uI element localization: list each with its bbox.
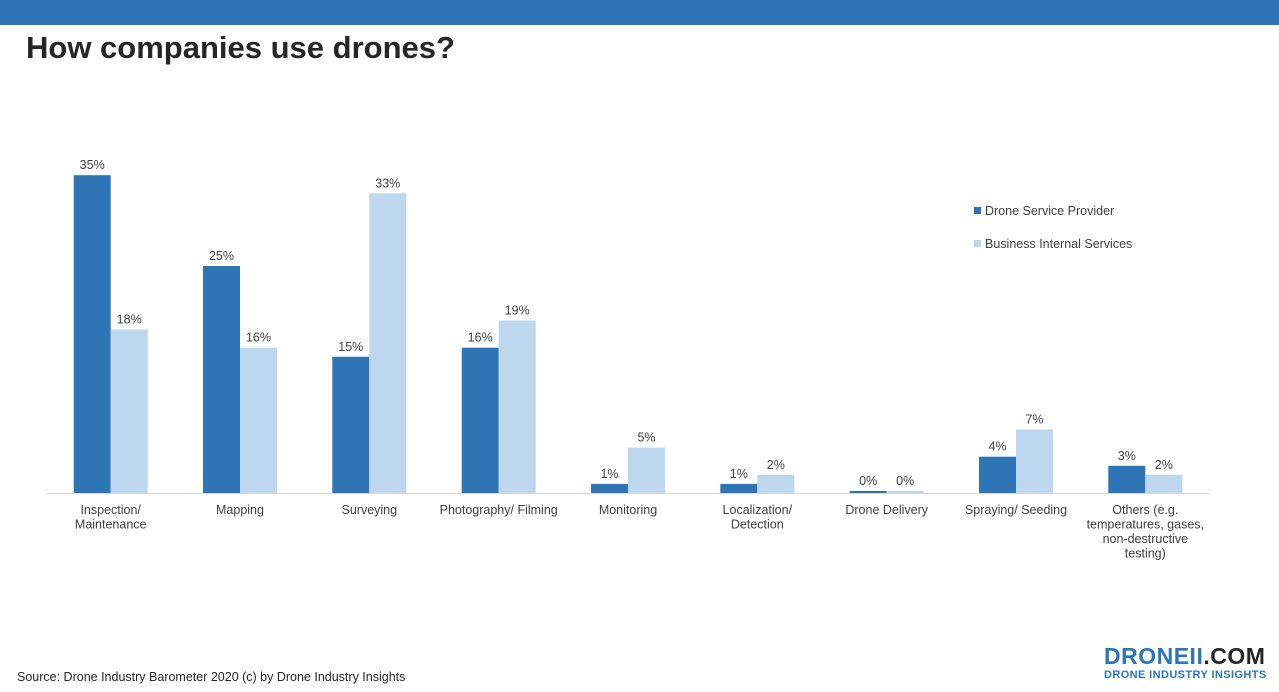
value-label-bis-1: 16%	[246, 331, 271, 345]
legend-swatch-dsp	[974, 207, 981, 214]
droneii-logo: DRONEII.COM DRONE INDUSTRY INSIGHTS	[1104, 643, 1267, 682]
value-label-dsp-5: 1%	[730, 467, 748, 481]
bar-bis-1	[240, 347, 277, 493]
category-label-5: Localization/Detection	[723, 503, 793, 532]
category-label-3: Photography/ Filming	[440, 503, 558, 517]
value-label-bis-7: 7%	[1025, 412, 1043, 426]
category-label-1: Mapping	[216, 503, 264, 517]
bar-bis-4	[628, 447, 665, 493]
category-label-0: Inspection/Maintenance	[75, 503, 147, 532]
category-label-2: Surveying	[342, 503, 398, 517]
value-label-bis-0: 18%	[117, 313, 142, 327]
legend-label-bis: Business Internal Services	[985, 237, 1132, 251]
bar-dsp-5	[720, 483, 758, 493]
page-title: How companies use drones?	[26, 30, 455, 65]
bar-bis-0	[110, 329, 148, 493]
bar-bis-2	[369, 193, 407, 494]
logo-subtitle: DRONE INDUSTRY INSIGHTS	[1104, 669, 1267, 681]
value-label-dsp-7: 4%	[988, 440, 1006, 454]
category-label-7: Spraying/ Seeding	[965, 503, 1067, 517]
bar-dsp-2	[332, 356, 370, 493]
bar-dsp-8	[1108, 465, 1146, 493]
value-labels-group: 35% 18% 25% 16% 15% 33% 16% 19% 1% 5% 1% 2% 0% 0% 4% 7%…	[80, 158, 1173, 488]
value-label-dsp-8: 3%	[1118, 449, 1136, 463]
bar-dsp-6	[849, 491, 887, 493]
value-label-dsp-4: 1%	[600, 467, 618, 481]
value-label-bis-8: 2%	[1155, 458, 1173, 472]
value-label-bis-2: 33%	[375, 176, 400, 190]
value-label-dsp-1: 25%	[209, 249, 234, 263]
bar-bis-8	[1145, 474, 1183, 493]
source-note: Source: Drone Industry Barometer 2020 (c…	[17, 670, 406, 684]
bar-dsp-3	[461, 347, 499, 493]
bar-bis-3	[498, 320, 536, 493]
logo-dotcom-text: .COM	[1203, 643, 1266, 669]
legend-label-dsp: Drone Service Provider	[985, 204, 1114, 218]
bar-bis-5	[757, 474, 795, 493]
bar-dsp-1	[203, 266, 240, 493]
value-label-bis-4: 5%	[637, 431, 655, 445]
category-label-4: Monitoring	[599, 503, 657, 517]
value-label-dsp-6: 0%	[859, 474, 877, 488]
category-labels-group: Inspection/Maintenance Mapping Surveying Ph…	[75, 503, 1204, 561]
value-label-dsp-2: 15%	[338, 340, 363, 354]
bars-group	[73, 175, 1183, 494]
value-label-bis-5: 2%	[767, 458, 785, 472]
value-label-dsp-3: 16%	[468, 331, 493, 345]
bar-dsp-4	[591, 483, 628, 493]
bar-bis-7	[1016, 429, 1053, 493]
category-label-6: Drone Delivery	[845, 503, 928, 517]
category-label-8: Others (e.g. temperatures, gases, non-dest…	[1087, 503, 1204, 561]
legend: Drone Service Provider Business Internal …	[974, 204, 1132, 251]
legend-swatch-bis	[974, 240, 981, 247]
bar-bis-6	[886, 491, 924, 493]
value-label-dsp-0: 35%	[80, 158, 105, 172]
value-label-bis-3: 19%	[505, 304, 530, 318]
bar-dsp-0	[73, 175, 111, 493]
header-bar	[0, 0, 1279, 25]
logo-main-text: DRONEII	[1104, 643, 1204, 669]
bar-dsp-7	[979, 456, 1016, 493]
logo-wordmark: DRONEII.COM	[1104, 643, 1266, 669]
value-label-bis-6: 0%	[896, 474, 914, 488]
